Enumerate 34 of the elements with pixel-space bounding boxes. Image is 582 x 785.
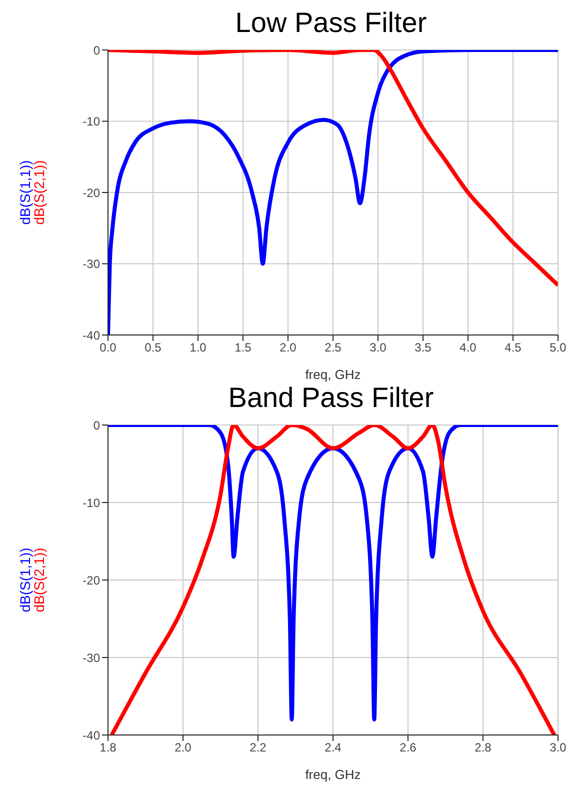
x-tick-label: 2.0 — [280, 340, 297, 355]
text: dB(S(1,1)) — [17, 548, 33, 612]
x-tick-label: 2.4 — [324, 740, 342, 755]
x-tick-label: 4.5 — [504, 340, 522, 355]
x-tick-label: 0.5 — [144, 340, 162, 355]
x-tick-label: 1.0 — [190, 340, 207, 355]
x-tick-label: 3.0 — [550, 740, 567, 755]
x-axis-title: freq, GHz — [305, 367, 361, 382]
chart-title: Low Pass Filter — [234, 7, 428, 38]
x-axis-title: freq, GHz — [305, 767, 361, 782]
x-tick-label: 2.0 — [174, 740, 192, 755]
x-tick-label: 4.0 — [460, 340, 477, 355]
x-tick-label: 5.0 — [550, 340, 567, 355]
y-tick-label: -10 — [82, 496, 100, 510]
y-tick-label: -40 — [82, 728, 100, 742]
x-tick-label: 1.5 — [234, 340, 252, 355]
y-tick-label: -40 — [82, 328, 100, 342]
x-tick-label: 3.5 — [414, 340, 432, 355]
y-tick-label: 0 — [93, 418, 100, 432]
text: dB(S(1,1)) — [17, 160, 33, 225]
y-tick-label: -30 — [82, 650, 100, 665]
x-tick-label: 2.2 — [250, 740, 267, 755]
y-tick-label: -10 — [82, 114, 100, 129]
y-tick-label: 0 — [93, 43, 100, 58]
y-tick-label: -20 — [82, 573, 100, 588]
x-tick-label: 3.0 — [370, 340, 387, 355]
y-tick-label: -30 — [82, 257, 100, 272]
x-tick-label: 2.6 — [400, 740, 417, 755]
x-tick-label: 2.8 — [474, 740, 492, 755]
x-tick-label: 0.0 — [100, 340, 117, 355]
x-tick-label: 1.8 — [100, 740, 117, 755]
y-tick-label: -20 — [82, 186, 100, 200]
x-tick-label: 2.5 — [324, 340, 342, 355]
chart-title: Band Pass Filter — [227, 382, 435, 413]
